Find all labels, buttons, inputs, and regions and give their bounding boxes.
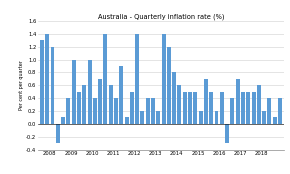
Bar [98, 79, 102, 124]
Title: Australia - Quarterly inflation rate (%): Australia - Quarterly inflation rate (%) [98, 13, 224, 20]
Bar [135, 34, 139, 124]
Bar [140, 111, 144, 124]
Bar [109, 85, 113, 124]
Bar [220, 92, 224, 124]
Bar [125, 117, 128, 124]
Bar [93, 98, 97, 124]
Y-axis label: Per cent per quarter: Per cent per quarter [19, 60, 24, 110]
Bar [257, 85, 261, 124]
Bar [151, 98, 155, 124]
Bar [193, 92, 197, 124]
Bar [167, 47, 171, 124]
Bar [177, 85, 182, 124]
Bar [40, 40, 44, 124]
Bar [104, 34, 107, 124]
Bar [251, 92, 255, 124]
Bar [246, 92, 250, 124]
Bar [88, 60, 92, 124]
Bar [82, 85, 86, 124]
Bar [188, 92, 192, 124]
Bar [199, 111, 203, 124]
Bar [119, 66, 123, 124]
Bar [267, 98, 271, 124]
Bar [215, 111, 218, 124]
Bar [236, 79, 240, 124]
Bar [278, 98, 282, 124]
Bar [114, 98, 118, 124]
Bar [204, 79, 208, 124]
Bar [77, 92, 81, 124]
Bar [146, 98, 150, 124]
Bar [209, 92, 213, 124]
Bar [156, 111, 160, 124]
Bar [225, 124, 229, 143]
Bar [66, 98, 70, 124]
Bar [61, 117, 65, 124]
Bar [183, 92, 187, 124]
Bar [230, 98, 234, 124]
Bar [241, 92, 245, 124]
Bar [172, 72, 176, 124]
Bar [273, 117, 277, 124]
Bar [262, 111, 266, 124]
Bar [72, 60, 76, 124]
Bar [56, 124, 60, 143]
Bar [162, 34, 166, 124]
Bar [130, 92, 134, 124]
Bar [50, 47, 55, 124]
Bar [45, 34, 49, 124]
